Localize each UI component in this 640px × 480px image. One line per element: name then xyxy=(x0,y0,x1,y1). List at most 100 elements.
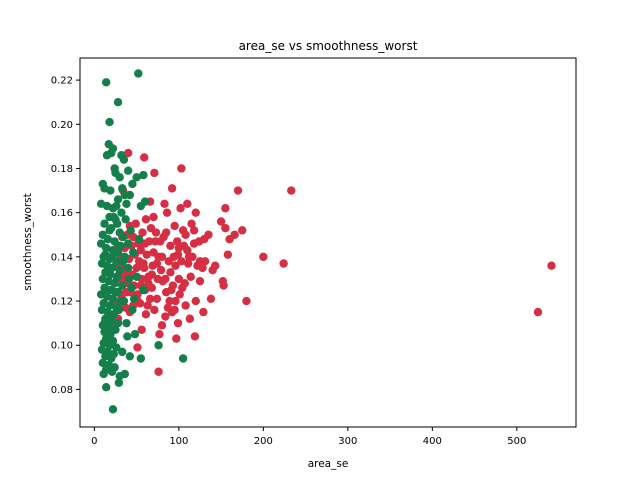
benign-point xyxy=(105,341,114,350)
x-tick-label: 500 xyxy=(507,436,526,447)
malignant-point xyxy=(183,259,193,268)
y-axis-label: smoothness_worst xyxy=(22,193,34,291)
y-tick-label: 0.12 xyxy=(51,297,73,308)
malignant-point xyxy=(233,186,243,195)
benign-point xyxy=(121,215,130,224)
benign-point xyxy=(105,226,114,235)
benign-point xyxy=(128,305,137,315)
benign-point xyxy=(134,234,144,244)
malignant-point xyxy=(123,148,133,158)
benign-point xyxy=(102,151,112,160)
malignant-point xyxy=(190,332,200,341)
malignant-point xyxy=(183,199,192,209)
benign-point xyxy=(100,318,109,328)
malignant-point xyxy=(133,343,142,352)
malignant-point xyxy=(173,318,183,328)
y-tick-label: 0.14 xyxy=(51,252,73,263)
malignant-point xyxy=(191,208,200,217)
malignant-point xyxy=(172,237,182,246)
malignant-point xyxy=(142,250,151,259)
malignant-point xyxy=(160,199,169,209)
malignant-point xyxy=(223,250,233,259)
benign-point xyxy=(109,212,119,222)
malignant-point xyxy=(140,153,149,162)
benign-point xyxy=(130,330,140,339)
benign-point xyxy=(122,199,131,209)
malignant-point xyxy=(146,223,156,233)
malignant-point xyxy=(151,237,160,246)
malignant-point xyxy=(137,325,146,334)
malignant-point xyxy=(134,257,144,266)
benign-point xyxy=(110,237,119,246)
malignant-point xyxy=(242,296,251,306)
benign-point xyxy=(154,341,163,350)
benign-point xyxy=(106,186,115,195)
malignant-point xyxy=(132,263,141,273)
malignant-point xyxy=(186,272,195,281)
benign-point xyxy=(112,201,121,211)
benign-point xyxy=(125,352,135,361)
benign-point xyxy=(115,265,124,275)
benign-point xyxy=(134,69,143,78)
malignant-point xyxy=(152,259,162,268)
benign-point xyxy=(100,219,109,228)
malignant-point xyxy=(172,334,181,343)
malignant-point xyxy=(211,261,220,270)
malignant-point xyxy=(150,168,159,178)
malignant-point xyxy=(152,294,162,304)
malignant-point xyxy=(138,228,147,237)
y-tick-label: 0.10 xyxy=(51,341,73,352)
benign-point xyxy=(110,164,119,173)
malignant-point xyxy=(200,257,210,266)
x-tick-label: 300 xyxy=(338,436,357,447)
malignant-point xyxy=(154,367,163,376)
benign-point xyxy=(118,347,127,357)
malignant-point xyxy=(185,314,195,323)
benign-point xyxy=(125,190,135,200)
malignant-point xyxy=(141,215,151,224)
benign-point xyxy=(113,97,123,107)
malignant-point xyxy=(178,283,187,292)
benign-point xyxy=(110,279,119,288)
y-axis: 0.08 0.10 0.12 0.14 0.16 0.18 0.20 0.22 xyxy=(51,76,80,396)
malignant-point xyxy=(161,312,170,321)
benign-point xyxy=(116,241,125,251)
benign-point xyxy=(106,270,115,279)
malignant-point xyxy=(175,290,184,299)
malignant-point xyxy=(187,219,196,228)
malignant-point xyxy=(161,288,171,297)
malignant-point xyxy=(547,261,556,270)
benign-point xyxy=(136,354,146,363)
malignant-point xyxy=(140,263,149,273)
malignant-point xyxy=(218,276,227,286)
benign-point xyxy=(101,78,111,87)
malignant-point xyxy=(194,237,204,246)
benign-point xyxy=(129,294,139,304)
malignant-point xyxy=(145,294,155,304)
malignant-point xyxy=(144,279,153,288)
malignant-point xyxy=(173,250,183,259)
malignant-point xyxy=(141,310,151,319)
benign-point xyxy=(120,369,129,379)
malignant-point xyxy=(167,307,177,317)
malignant-point xyxy=(189,226,199,235)
malignant-point xyxy=(171,296,180,306)
benign-point xyxy=(123,263,133,273)
benign-point xyxy=(118,281,127,290)
malignant-point xyxy=(158,276,168,286)
benign-point xyxy=(119,155,129,164)
y-tick-label: 0.20 xyxy=(51,120,73,131)
malignant-point xyxy=(533,307,543,317)
benign-point xyxy=(132,173,141,182)
x-tick-label: 0 xyxy=(91,436,97,447)
malignant-point xyxy=(156,265,166,275)
malignant-point xyxy=(149,212,158,222)
benign-point xyxy=(107,252,117,262)
malignant-point xyxy=(178,226,188,235)
benign-point xyxy=(105,301,114,310)
malignant-point xyxy=(136,246,146,255)
malignant-point xyxy=(177,164,186,173)
malignant-point xyxy=(287,186,296,195)
